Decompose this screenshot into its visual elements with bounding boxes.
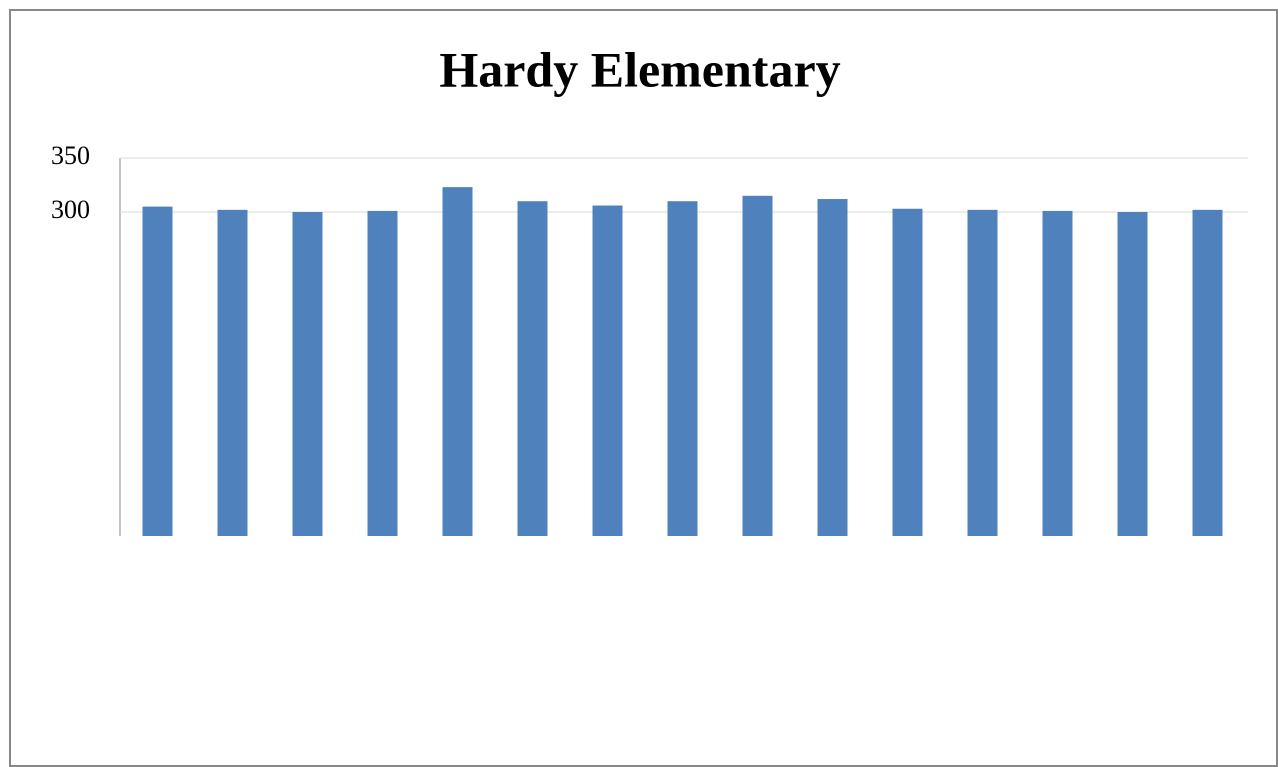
bar bbox=[818, 199, 848, 536]
y-tick-label: 300 bbox=[51, 195, 90, 224]
chart-frame bbox=[10, 10, 1277, 766]
chart: Hardy Elementary 300 350 bbox=[0, 0, 1278, 767]
bar bbox=[143, 207, 173, 536]
bar bbox=[1193, 210, 1223, 536]
bar bbox=[443, 187, 473, 536]
bar bbox=[1043, 211, 1073, 536]
y-tick-label: 350 bbox=[51, 141, 90, 170]
bar bbox=[593, 206, 623, 536]
chart-title: Hardy Elementary bbox=[439, 41, 840, 97]
bar bbox=[968, 210, 998, 536]
bar bbox=[368, 211, 398, 536]
bar bbox=[743, 196, 773, 536]
bar bbox=[218, 210, 248, 536]
bar bbox=[893, 209, 923, 536]
bar bbox=[518, 201, 548, 536]
bar bbox=[293, 212, 323, 536]
bar bbox=[668, 201, 698, 536]
bar bbox=[1118, 212, 1148, 536]
